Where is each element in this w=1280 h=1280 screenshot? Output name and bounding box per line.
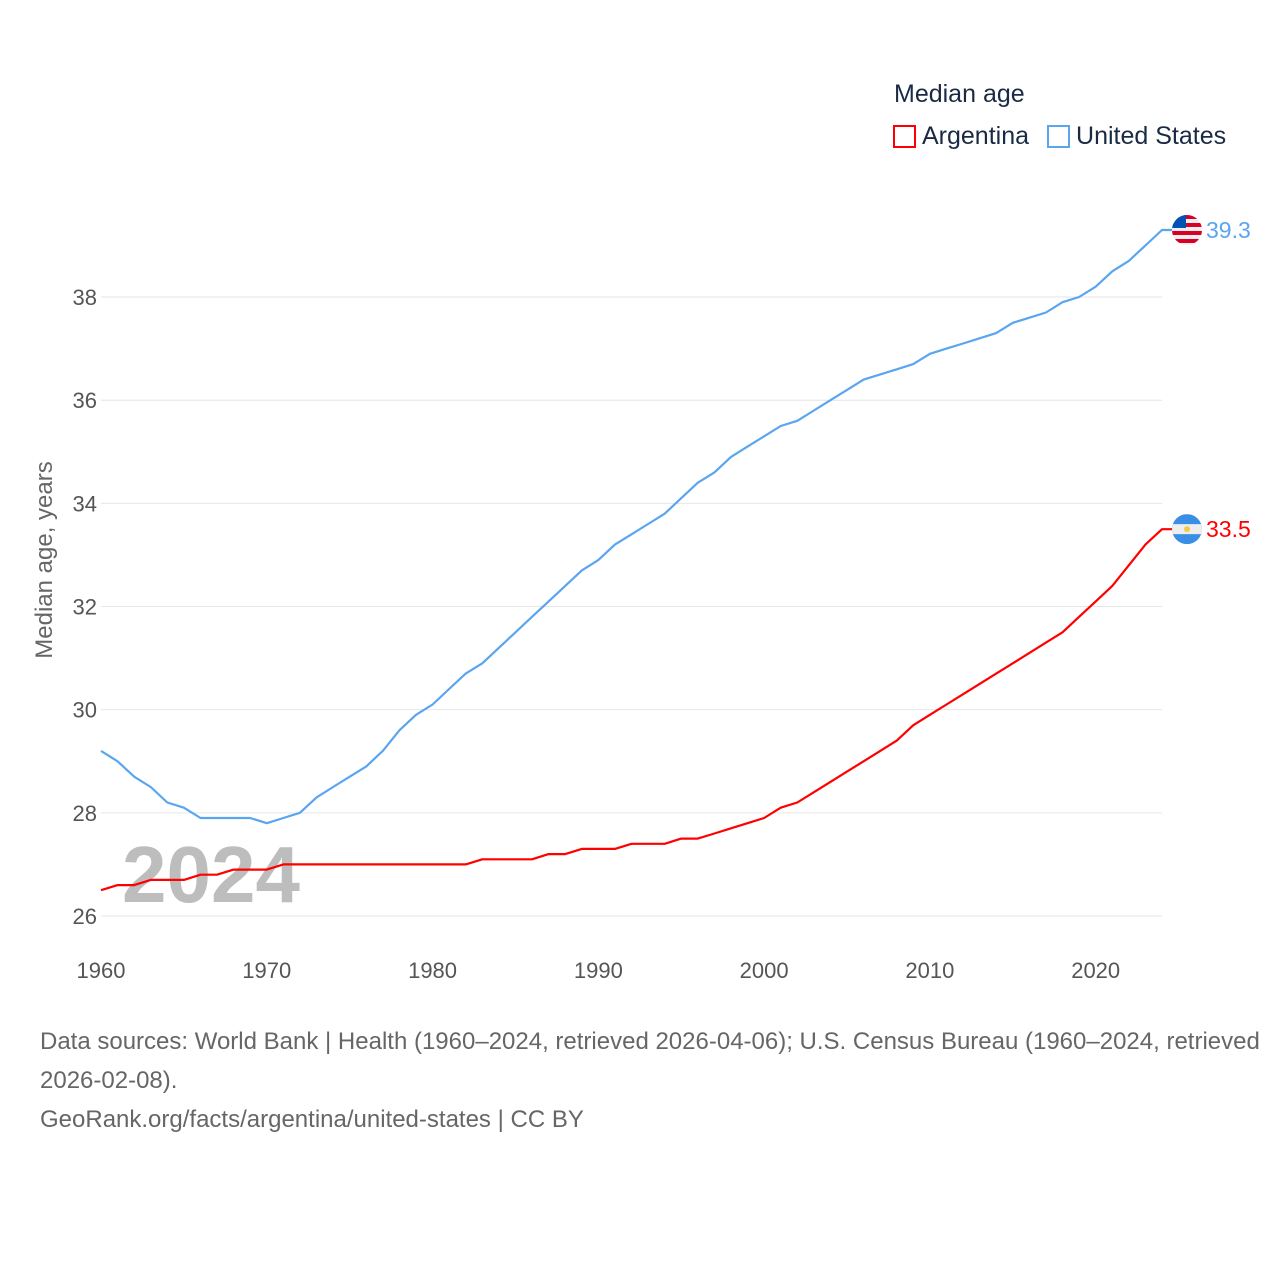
legend-swatch	[893, 125, 916, 148]
line-chart: 26 28 30 32 34 36 38 1960 1970 1980 1990 2000 2010 20…	[31, 214, 1251, 983]
legend: Argentina United States	[893, 122, 1226, 151]
argentina-flag-icon	[1172, 514, 1202, 545]
legend-swatch	[1047, 125, 1071, 148]
legend-item-united-states[interactable]: United States	[1047, 122, 1226, 151]
us-flag-icon	[1172, 214, 1202, 245]
y-tick-label: 32	[73, 595, 97, 620]
end-value-label: 39.3	[1206, 217, 1251, 243]
end-value-label: 33.5	[1206, 516, 1251, 542]
footer: Data sources: World Bank | Health (1960–…	[40, 1022, 1260, 1139]
y-axis-label: Median age, years	[31, 461, 58, 658]
y-tick-label: 36	[73, 388, 97, 413]
x-tick-label: 2020	[1071, 958, 1120, 983]
series-line-argentina	[100, 528, 1172, 892]
x-tick-label: 1990	[574, 958, 623, 983]
x-tick-label: 1980	[408, 958, 457, 983]
x-tick-label: 2000	[740, 958, 789, 983]
x-tick-label: 2010	[905, 958, 954, 983]
y-tick-label: 28	[73, 801, 97, 826]
series-line-united-states	[100, 228, 1172, 825]
source-link[interactable]: GeoRank.org/facts/argentina/united-state…	[40, 1106, 584, 1133]
legend-title: Median age	[894, 80, 1025, 108]
y-tick-label: 34	[73, 491, 97, 516]
y-tick-label: 30	[73, 698, 97, 723]
x-tick-label: 1970	[242, 958, 291, 983]
x-tick-label: 1960	[77, 958, 126, 983]
data-sources: Data sources: World Bank | Health (1960–…	[40, 1028, 1260, 1094]
y-tick-label: 26	[73, 904, 97, 929]
legend-label: Argentina	[922, 122, 1030, 150]
legend-label: United States	[1076, 122, 1227, 150]
legend-item-argentina[interactable]: Argentina	[893, 122, 1029, 151]
y-tick-label: 38	[73, 285, 97, 310]
